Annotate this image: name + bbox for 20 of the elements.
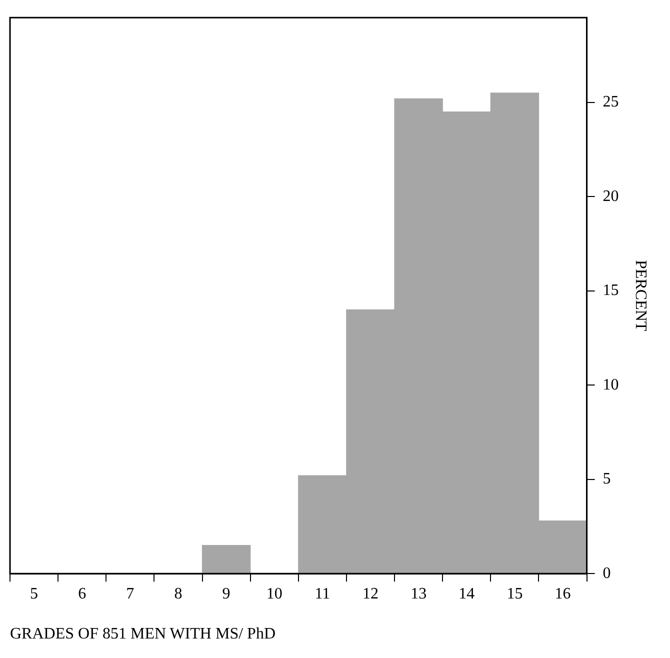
x-tick-label: 15 [506,585,523,602]
x-tick-label: 16 [554,585,571,602]
x-tick-label: 11 [314,585,330,602]
y-tick-label: 25 [602,94,619,111]
y-axis-title: PERCENT [632,260,650,332]
y-tick-label: 0 [602,564,611,582]
x-tick-label: 5 [30,585,38,602]
x-tick-label: 7 [126,585,134,602]
x-axis-title: GRADES OF 851 MEN WITH MS/ PhD [10,626,276,643]
y-tick-label: 20 [602,188,619,205]
x-tick-label: 10 [266,585,282,602]
x-tick-label: 12 [362,585,378,602]
y-tick-label: 5 [602,470,611,488]
x-tick-label: 8 [174,585,182,602]
x-tick-label: 6 [78,585,86,602]
x-tick-label: 9 [222,585,230,602]
x-tick-label: 13 [410,585,427,602]
x-tick-label: 14 [458,585,475,602]
y-tick-label: 15 [602,282,619,300]
y-tick-label: 10 [602,376,619,394]
